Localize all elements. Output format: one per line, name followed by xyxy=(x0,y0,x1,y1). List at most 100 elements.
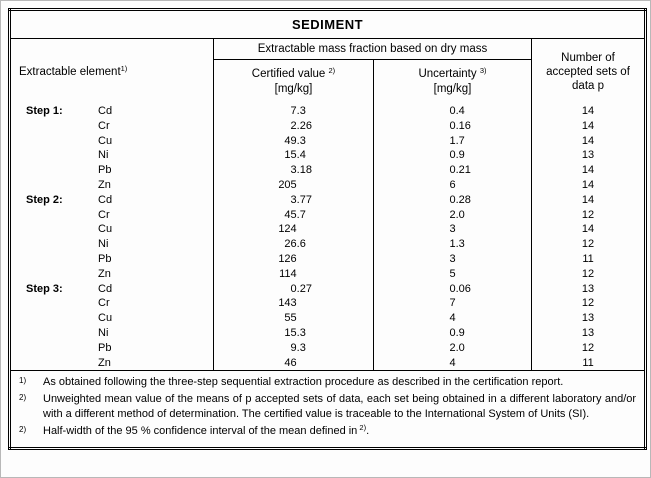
accepted-sets-cell: 14 xyxy=(581,164,595,177)
integer-part: 49 xyxy=(284,134,297,147)
fraction-part: .9 xyxy=(455,149,465,162)
fraction-part: .3 xyxy=(296,326,306,339)
integer-part: 3 xyxy=(290,164,297,177)
integer-part: 1 xyxy=(449,134,456,147)
certified-value-cell: 46 xyxy=(213,355,374,371)
table-row: Ni 15.4 0.9 13 xyxy=(9,148,646,164)
accepted-sets-cell: 13 xyxy=(581,326,595,339)
footnote-3: 2) Half-width of the 95 % confidence inte… xyxy=(19,423,370,438)
integer-part: 55 xyxy=(284,312,297,325)
uncertainty-cell: 6 xyxy=(373,177,532,193)
fraction-part: .7 xyxy=(296,208,306,221)
uncertainty-cell: 4 xyxy=(373,311,532,326)
decimal-aligned-value: 3 xyxy=(374,222,531,237)
footnote-2: 2) Unweighted mean value of the means of … xyxy=(17,392,636,422)
element-cell: Step 1: Cd xyxy=(9,104,214,119)
table-title: SEDIMENT xyxy=(9,9,646,39)
element-cell: Step 3: Cd xyxy=(9,281,214,297)
integer-part: 0 xyxy=(449,149,456,162)
element-cell: Cr xyxy=(9,207,214,223)
element-symbol: Cu xyxy=(98,312,113,325)
table-row: Pb 126 3 11 xyxy=(9,251,646,267)
table-header: SEDIMENT Extractable element1) Extractab… xyxy=(9,9,646,104)
element-symbol: Cd xyxy=(98,193,113,206)
table-row: Step 3: Cd 0.27 0.06 13 xyxy=(9,281,646,297)
integer-part: 0 xyxy=(449,164,456,177)
certified-value-cell: 49.3 xyxy=(213,133,374,149)
uncertainty-cell: 0.9 xyxy=(373,148,532,164)
table-row: Step 1: Cd 7.3 0.4 14 xyxy=(9,104,646,119)
element-symbol: Pb xyxy=(98,164,112,177)
accepted-sets-cell: 11 xyxy=(582,356,594,369)
element-cell: Cu xyxy=(9,311,214,326)
table-row: Pb 3.18 0.21 14 xyxy=(9,163,646,178)
fraction-part: .6 xyxy=(296,238,306,251)
decimal-aligned-value: 0.16 xyxy=(374,119,531,134)
table-row: Ni 15.3 0.9 13 xyxy=(9,325,646,341)
element-cell: Pb xyxy=(9,340,214,356)
certified-value-cell: 3.77 xyxy=(213,192,374,208)
uncertainty-unit: [mg/kg] xyxy=(433,83,472,95)
element-symbol: Pb xyxy=(98,252,112,265)
element-cell: Pb xyxy=(9,251,214,267)
accepted-sets-cell: 12 xyxy=(581,297,595,310)
integer-part: 0 xyxy=(449,105,456,117)
element-symbol: Ni xyxy=(98,149,109,162)
accepted-sets-cell: 13 xyxy=(581,282,595,295)
extractable-element-label: Extractable element xyxy=(19,65,121,78)
table-footnotes: 1) As obtained following the three-step s… xyxy=(9,370,646,449)
decimal-aligned-value: 143 xyxy=(214,296,373,311)
certified-value-label: Certified value xyxy=(251,68,326,80)
fraction-part: .16 xyxy=(455,119,471,132)
decimal-aligned-value: 9.3 xyxy=(214,341,373,356)
decimal-aligned-value: 2.0 xyxy=(374,208,531,223)
footnote-1: 1) As obtained following the three-step s… xyxy=(17,375,636,390)
decimal-aligned-value: 45.7 xyxy=(214,208,373,223)
integer-part: 0 xyxy=(449,326,456,339)
element-symbol: Cr xyxy=(98,119,110,132)
table-row: Ni 26.6 1.3 12 xyxy=(9,237,646,252)
decimal-aligned-value: 0.27 xyxy=(214,282,373,297)
element-cell: Zn xyxy=(9,266,214,282)
accepted-sets-cell: 14 xyxy=(581,119,595,132)
step-label: Step 1: xyxy=(26,105,63,117)
certified-value-cell: 2.26 xyxy=(213,118,374,134)
fraction-part: .26 xyxy=(296,119,312,132)
certified-value-unit: [mg/kg] xyxy=(274,83,313,95)
decimal-aligned-value: 7 xyxy=(374,296,531,311)
decimal-aligned-value: 0.21 xyxy=(374,163,531,178)
decimal-aligned-value: 46 xyxy=(214,356,373,371)
accepted-sets-cell: 12 xyxy=(581,208,595,221)
uncertainty-cell: 3 xyxy=(373,222,532,238)
integer-part: 0 xyxy=(449,193,456,206)
fraction-part: .3 xyxy=(296,341,306,354)
element-symbol: Cr xyxy=(98,208,110,221)
decimal-aligned-value: 49.3 xyxy=(214,134,373,149)
footnote-marker: 2) xyxy=(19,393,27,403)
integer-part: 205 xyxy=(278,178,297,191)
element-symbol: Zn xyxy=(98,267,111,280)
decimal-aligned-value: 2.26 xyxy=(214,119,373,134)
accepted-sets-cell: 14 xyxy=(581,178,595,191)
uncertainty-label: Uncertainty xyxy=(418,68,477,80)
element-symbol: Pb xyxy=(98,341,112,354)
element-cell: Cr xyxy=(9,118,214,134)
decimal-aligned-value: 205 xyxy=(214,178,373,193)
uncertainty-cell: 0.21 xyxy=(373,163,532,178)
integer-part: 124 xyxy=(278,223,297,236)
certified-value-cell: 205 xyxy=(213,177,374,193)
element-symbol: Cd xyxy=(98,105,113,117)
accepted-sets-cell: 14 xyxy=(581,193,595,206)
table-row: Zn 46 4 11 xyxy=(9,355,646,371)
element-cell: Zn xyxy=(9,177,214,193)
table-row: Zn 205 6 14 xyxy=(9,177,646,193)
element-symbol: Ni xyxy=(98,238,109,251)
fraction-part: .18 xyxy=(296,164,312,177)
uncertainty-cell: 0.06 xyxy=(373,281,532,297)
accepted-sets-cell: 12 xyxy=(581,341,595,354)
integer-part: 6 xyxy=(449,178,456,191)
accepted-sets-cell: 11 xyxy=(582,252,594,265)
integer-part: 3 xyxy=(449,252,456,265)
decimal-aligned-value: 15.3 xyxy=(214,326,373,341)
integer-part: 5 xyxy=(449,267,456,280)
